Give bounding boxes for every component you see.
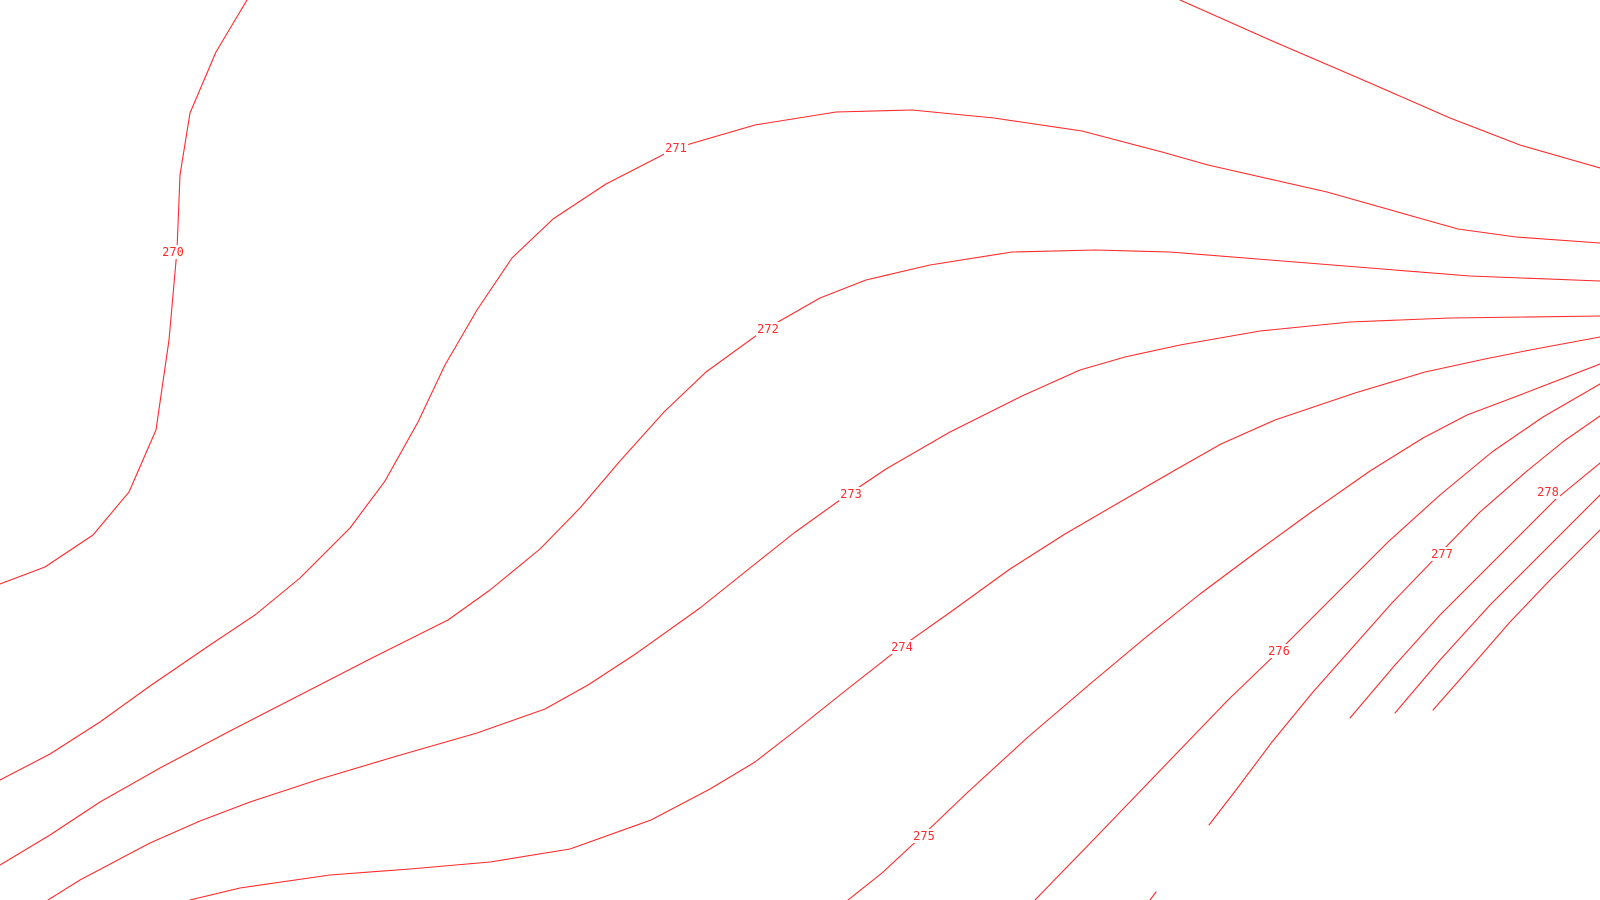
contour-line-270 bbox=[0, 0, 248, 585]
contour-label-273: 273 bbox=[840, 487, 862, 501]
contour-line-275 bbox=[847, 363, 1600, 900]
contour-line-271 bbox=[0, 109, 1600, 781]
contour-line-273 bbox=[47, 315, 1600, 900]
contour-line-274 bbox=[189, 336, 1600, 900]
contour-label-bg bbox=[161, 245, 185, 259]
contour-label-bg bbox=[890, 640, 914, 654]
contour-label-bg bbox=[1536, 485, 1560, 499]
contour-label-bg bbox=[1430, 547, 1454, 561]
contour-line-276 bbox=[1034, 383, 1600, 900]
contour-label-bg bbox=[664, 141, 688, 155]
contour-label-272: 272 bbox=[757, 322, 779, 336]
contour-line-280 bbox=[1394, 494, 1600, 714]
contour-label-bg bbox=[839, 487, 863, 501]
contour-label-bg bbox=[912, 829, 936, 843]
contour-label-276: 276 bbox=[1268, 644, 1290, 658]
contour-label-bg bbox=[756, 322, 780, 336]
contour-label-bg bbox=[1267, 644, 1291, 658]
contour-line-277 bbox=[1149, 891, 1157, 900]
contour-label-278: 278 bbox=[1537, 485, 1559, 499]
contour-line-279 bbox=[1349, 462, 1600, 719]
contour-line-281 bbox=[1432, 529, 1600, 711]
contour-label-275: 275 bbox=[913, 829, 935, 843]
contour-label-274: 274 bbox=[891, 640, 913, 654]
contour-line-282 bbox=[1179, 0, 1600, 169]
contour-line-278 bbox=[1208, 415, 1600, 826]
contour-label-270: 270 bbox=[162, 245, 184, 259]
contour-label-271: 271 bbox=[665, 141, 687, 155]
contour-labels: 270 271 272 273 274 275 276 277 278 bbox=[161, 141, 1560, 843]
contour-line-272 bbox=[0, 249, 1600, 866]
contour-label-277: 277 bbox=[1431, 547, 1453, 561]
